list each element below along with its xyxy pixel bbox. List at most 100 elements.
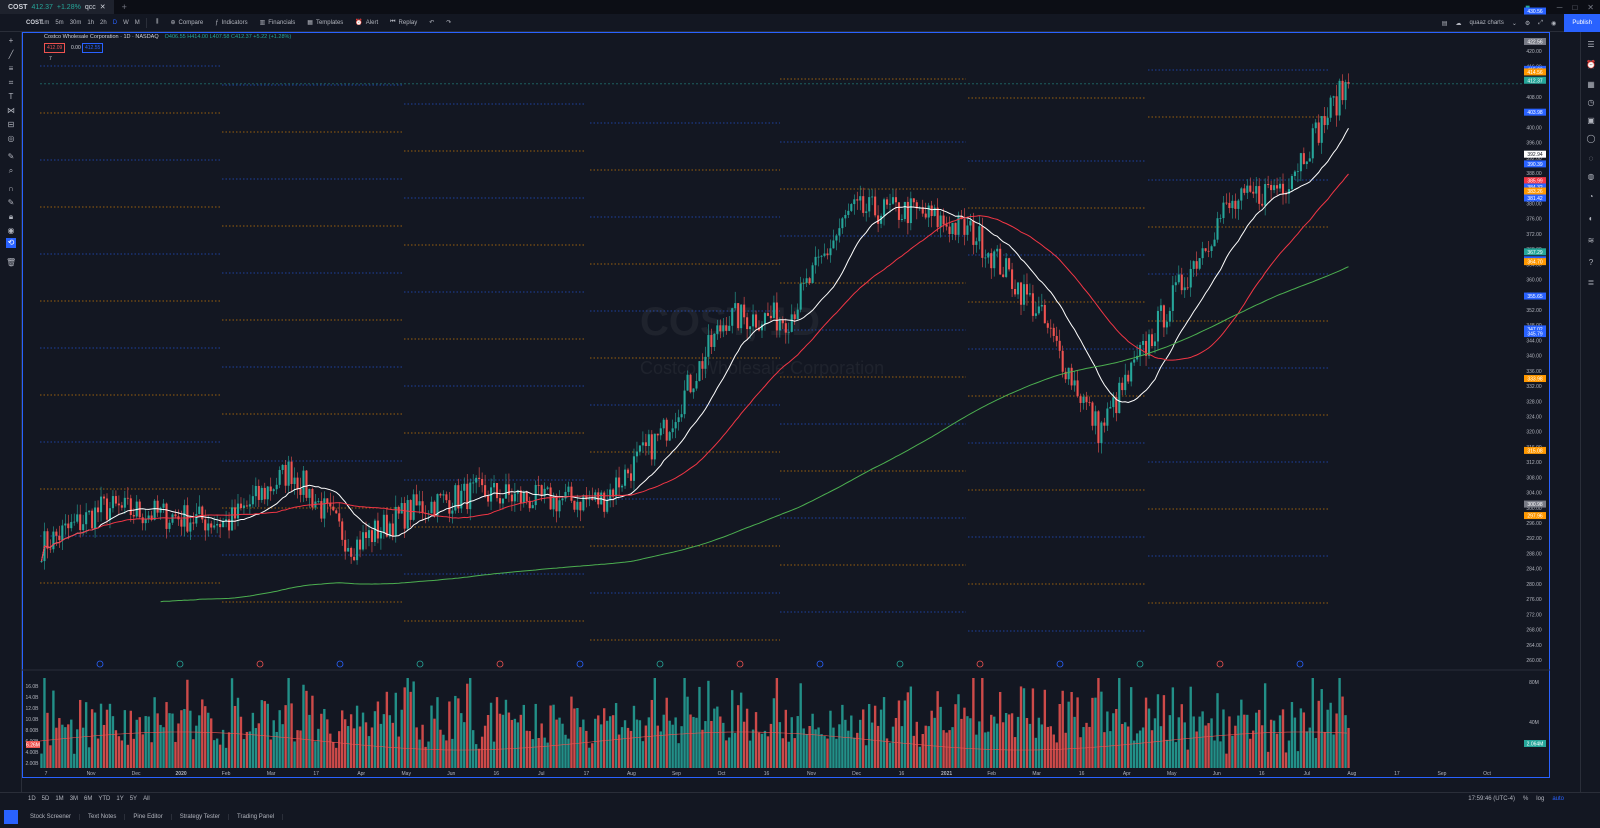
- indicators-button[interactable]: ƒ Indicators: [209, 20, 253, 26]
- layout-grid-icon[interactable]: ▤: [1441, 20, 1448, 27]
- prediction-icon[interactable]: ⋈: [7, 106, 15, 115]
- eye-icon[interactable]: ◎: [7, 134, 15, 143]
- fullscreen-icon[interactable]: ⤢: [1538, 19, 1544, 26]
- ideas-icon[interactable]: ◯: [1586, 134, 1596, 143]
- alerts-icon[interactable]: ⏰: [1586, 60, 1596, 69]
- window-close-icon[interactable]: ✕: [1587, 2, 1594, 12]
- zoom-icon[interactable]: ⌕: [8, 166, 14, 175]
- interval-5m[interactable]: 5m: [55, 19, 64, 26]
- range-6m[interactable]: 6M: [84, 796, 93, 802]
- streams-icon[interactable]: ◌: [1588, 154, 1594, 163]
- templates-button[interactable]: ▦ Templates: [301, 19, 349, 27]
- watchlist-icon[interactable]: ☰: [1587, 40, 1595, 49]
- volume-bar: [370, 727, 374, 768]
- chart-tab[interactable]: COST 412.37 +1.28% qcc ✕: [0, 0, 114, 14]
- help-icon[interactable]: ?: [1588, 258, 1594, 267]
- candle-body: [1276, 185, 1279, 189]
- range-all[interactable]: All: [143, 796, 150, 802]
- order-panel-icon[interactable]: ≣: [1587, 278, 1595, 287]
- volume-bar: [248, 731, 252, 768]
- text-icon[interactable]: T: [8, 92, 14, 101]
- bolt-icon[interactable]: [4, 810, 18, 824]
- panel-trading-panel[interactable]: Trading Panel: [229, 814, 284, 820]
- range-ytd[interactable]: YTD: [98, 796, 111, 802]
- legend-collapse-button[interactable]: 7: [49, 56, 52, 62]
- volume-bar: [412, 681, 415, 768]
- chevron-down-icon[interactable]: ⌄: [1511, 20, 1517, 27]
- volume-bar: [921, 733, 924, 768]
- range-5y[interactable]: 5Y: [129, 796, 138, 802]
- measure-icon[interactable]: ⊟: [7, 120, 15, 129]
- lock-drawing-icon[interactable]: ✎: [7, 198, 15, 207]
- ruler-icon[interactable]: ✎: [7, 152, 15, 161]
- pattern-icon[interactable]: ⌗: [8, 78, 14, 87]
- replay-button[interactable]: ⏮ Replay: [384, 19, 423, 26]
- volume-bar: [1332, 734, 1335, 768]
- range-1m[interactable]: 1M: [55, 796, 64, 802]
- crosshair-icon[interactable]: +: [8, 36, 14, 45]
- percent-toggle[interactable]: %: [1522, 796, 1529, 802]
- fib-icon[interactable]: ≡: [8, 64, 14, 73]
- undo-button[interactable]: ↶: [423, 19, 440, 26]
- signal-icon[interactable]: ◐: [1588, 214, 1594, 223]
- financials-button[interactable]: ▥ Financials: [254, 19, 302, 27]
- clock-readout[interactable]: 17:59:46 (UTC-4): [1468, 796, 1515, 802]
- interval-w[interactable]: W: [123, 19, 129, 26]
- trash-icon[interactable]: 🗑︎: [6, 258, 17, 267]
- interval-d[interactable]: D: [112, 19, 118, 26]
- user-icon[interactable]: ■: [1525, 2, 1531, 12]
- volume-bar: [876, 725, 880, 768]
- data-window-icon[interactable]: ▦: [1587, 80, 1595, 89]
- chevron-down-icon[interactable]: ⌄: [1540, 2, 1547, 12]
- range-5d[interactable]: 5D: [41, 796, 50, 802]
- volume-bar: [81, 727, 85, 768]
- panel-pine-editor[interactable]: Pine Editor: [125, 814, 172, 820]
- chat-icon[interactable]: ◍: [1587, 172, 1595, 181]
- publish-button[interactable]: Publish: [1564, 14, 1600, 32]
- panel-strategy-tester[interactable]: Strategy Tester: [172, 814, 229, 820]
- interval-m[interactable]: M: [134, 19, 140, 26]
- compare-button[interactable]: ⊕ Compare: [165, 19, 210, 27]
- chart-type-button[interactable]: ⫼: [150, 19, 165, 26]
- volume-bar: [1159, 726, 1163, 768]
- candle-body: [871, 196, 874, 198]
- interval-1h[interactable]: 1h: [87, 19, 95, 26]
- magnet-icon[interactable]: ∩: [8, 184, 14, 193]
- interval-1m[interactable]: 1m: [41, 19, 50, 26]
- alert-button[interactable]: ⏰ Alert: [349, 19, 384, 27]
- range-1d[interactable]: 1D: [28, 796, 36, 802]
- sync-drawings-icon[interactable]: ⟲: [6, 238, 16, 248]
- lock-icon[interactable]: 🔒︎: [8, 212, 14, 221]
- interval-2h[interactable]: 2h: [100, 19, 107, 26]
- close-icon[interactable]: ✕: [99, 4, 106, 11]
- settings-icon[interactable]: ⚙: [1524, 20, 1531, 27]
- trend-line-icon[interactable]: ╱: [8, 50, 14, 59]
- legend-title[interactable]: Costco Wholesale Corporation · 1D · NASD…: [44, 34, 159, 40]
- add-tab-icon[interactable]: +: [121, 2, 127, 12]
- auto-toggle[interactable]: auto: [1552, 796, 1564, 802]
- layout-name[interactable]: quaaz charts: [1469, 20, 1504, 26]
- price-axis-label: 376.00: [1526, 217, 1542, 223]
- panel-stock-screener[interactable]: Stock Screener: [22, 814, 81, 820]
- visibility-icon[interactable]: ◉: [7, 226, 15, 235]
- panel-text-notes[interactable]: Text Notes: [80, 814, 126, 820]
- calendar-icon[interactable]: ▣: [1587, 116, 1595, 125]
- log-toggle[interactable]: log: [1536, 796, 1545, 802]
- hotlist-icon[interactable]: ◷: [1587, 98, 1595, 107]
- redo-button[interactable]: ↷: [440, 19, 457, 26]
- minimize-icon[interactable]: ─: [1556, 2, 1563, 12]
- symbol-search-button[interactable]: COST: [26, 19, 43, 26]
- range-3m[interactable]: 3M: [69, 796, 79, 802]
- interval-30m[interactable]: 30m: [69, 19, 82, 26]
- candle-body: [1281, 183, 1285, 194]
- range-1y[interactable]: 1Y: [116, 796, 124, 802]
- candle-body: [1237, 200, 1240, 209]
- maximize-icon[interactable]: □: [1572, 2, 1578, 12]
- time-axis-label: 7: [45, 771, 48, 777]
- candle-body: [1145, 340, 1148, 356]
- camera-icon[interactable]: ◉: [1551, 20, 1557, 27]
- broadcast-icon[interactable]: ≋: [1587, 236, 1595, 245]
- candle-body: [290, 461, 293, 484]
- notifications-icon[interactable]: ◔: [1588, 192, 1594, 201]
